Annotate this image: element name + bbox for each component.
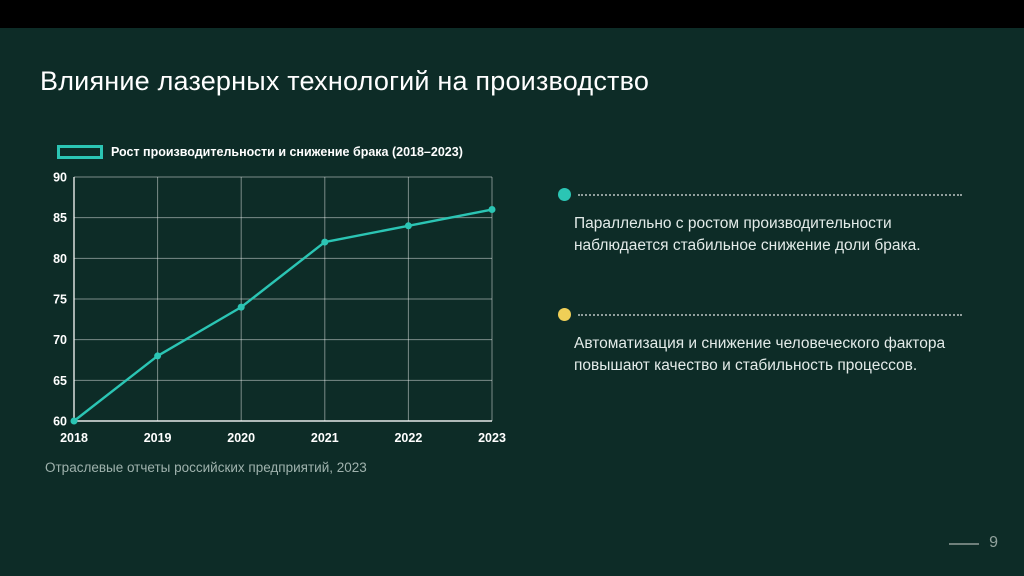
svg-text:2022: 2022 [394, 431, 422, 445]
list-item: Автоматизация и снижение человеческого ф… [558, 308, 962, 376]
page-number: 9 [989, 534, 998, 551]
svg-text:65: 65 [53, 374, 67, 388]
svg-text:2023: 2023 [478, 431, 506, 445]
chart-legend: Рост производительности и снижение брака… [57, 143, 520, 161]
legend-swatch-icon [57, 145, 103, 159]
bullet-header [558, 308, 962, 322]
bullet-dot-icon [558, 188, 571, 201]
svg-text:85: 85 [53, 211, 67, 225]
svg-text:80: 80 [53, 252, 67, 266]
svg-text:90: 90 [53, 171, 67, 185]
svg-text:2018: 2018 [60, 431, 88, 445]
svg-text:2019: 2019 [144, 431, 172, 445]
top-black-bar [0, 0, 1024, 28]
svg-text:60: 60 [53, 415, 67, 429]
svg-text:75: 75 [53, 293, 67, 307]
bullet-header [558, 188, 962, 201]
bullet-list: Параллельно с ростом производительности … [558, 188, 962, 429]
line-chart: 60 65 70 75 80 85 90 2018 2019 2020 2021 2022 2023 [40, 163, 520, 470]
source-caption: Отраслевые отчеты российских предприятий… [45, 460, 367, 475]
bullet-dot-icon [558, 308, 571, 322]
dotted-divider [578, 313, 962, 316]
svg-text:2021: 2021 [311, 431, 339, 445]
svg-text:2020: 2020 [227, 431, 255, 445]
bullet-text: Параллельно с ростом производительности … [574, 215, 921, 254]
page-number-divider [949, 543, 980, 545]
line-chart-block: Рост производительности и снижение брака… [40, 143, 520, 470]
dotted-divider [578, 193, 962, 196]
page-footer: 9 [949, 534, 998, 552]
bullet-text: Автоматизация и снижение человеческого ф… [574, 335, 946, 375]
line-chart-canvas: 60 65 70 75 80 85 90 2018 2019 2020 2021 2022 2023 [53, 171, 506, 446]
svg-text:70: 70 [53, 333, 67, 347]
page-title: Влияние лазерных технологий на производс… [40, 66, 650, 97]
list-item: Параллельно с ростом производительности … [558, 188, 962, 256]
legend-label: Рост производительности и снижение брака… [111, 145, 463, 159]
